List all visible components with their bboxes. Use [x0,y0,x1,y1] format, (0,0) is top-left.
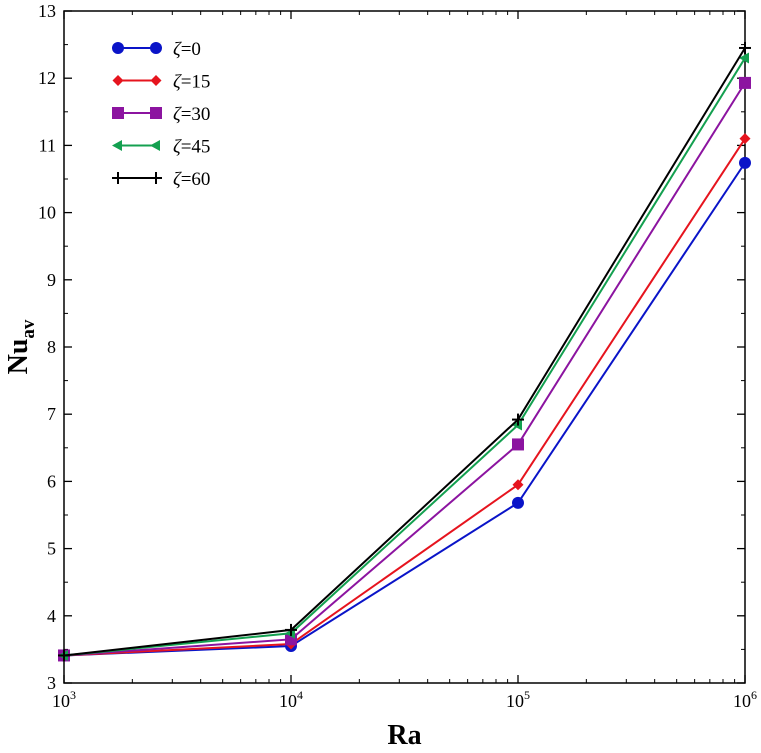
data-point-plus [512,413,524,426]
x-tick-label-base: 10 [52,691,70,711]
y-tick-label: 9 [47,270,56,290]
y-axis-title-main: Nu [3,339,34,375]
y-axis-title-subscript: av [18,319,39,339]
x-tick-label-base: 10 [506,691,524,711]
x-tick-label: 106 [733,688,757,711]
data-point-diamond [512,479,524,491]
legend-marker [112,107,124,119]
legend-label-value: =60 [181,169,211,190]
y-tick-label: 3 [47,673,56,693]
x-tick-label: 105 [506,688,530,711]
legend-item: ζ=60 [112,169,210,190]
x-tick-label-exponent: 6 [751,688,757,702]
x-axis-title: Ra [387,720,421,751]
legend-label-value: =45 [181,137,211,158]
series-line [63,138,746,657]
series-4 [58,41,751,662]
data-point-triangle [739,52,749,64]
legend-marker [112,75,124,86]
data-point-circle [512,496,524,509]
legend-marker [150,42,162,54]
series-line [63,47,746,657]
legend-marker [150,172,162,184]
x-tick-label-base: 10 [279,691,297,711]
series-line [63,162,746,657]
y-tick-label: 12 [38,68,56,88]
y-tick-label: 5 [47,539,56,559]
series-line [63,82,746,657]
legend-label-value: =0 [181,39,201,60]
y-tick-label: 8 [47,337,56,357]
legend-item: ζ=30 [112,104,210,125]
data-point-diamond [739,133,751,145]
legend-label: ζ=0 [173,39,201,60]
legend-label-symbol: ζ [173,72,182,93]
data-point-plus [58,649,70,662]
legend-label-symbol: ζ [173,104,182,125]
legend-label-value: =30 [181,104,211,125]
y-tick-label: 7 [47,404,56,424]
series-0 [58,156,751,662]
legend-label: ζ=45 [173,137,210,158]
legend-marker [150,140,160,151]
legend-marker [150,75,162,86]
x-tick-label: 103 [52,688,76,711]
tick-layer [63,10,746,684]
y-tick-label: 4 [47,606,56,626]
x-tick-label-base: 10 [733,691,751,711]
y-tick-label: 10 [38,203,56,223]
x-tick-label-exponent: 3 [70,688,76,702]
series-line [63,57,746,657]
series-layer [58,41,751,662]
x-tick-label: 104 [279,688,303,711]
legend-label: ζ=60 [173,169,210,190]
legend-label-value: =15 [181,72,211,93]
legend-label-symbol: ζ [173,39,182,60]
y-tick-label: 6 [47,471,56,491]
legend-marker [112,172,124,184]
legend-marker [150,107,162,119]
x-tick-label-exponent: 4 [297,688,303,702]
legend-label: ζ=15 [173,72,210,93]
y-tick-label: 13 [38,1,56,21]
y-axis-title: Nuav [3,319,39,374]
legend: ζ=0ζ=15ζ=30ζ=45ζ=60 [112,39,210,190]
data-point-square [512,438,524,451]
series-1 [58,133,751,661]
data-point-plus [739,41,751,54]
data-point-circle [739,156,751,169]
legend-item: ζ=45 [112,137,210,158]
legend-marker [112,140,122,151]
legend-item: ζ=15 [112,72,210,93]
x-tick-label-exponent: 5 [524,688,530,702]
legend-label: ζ=30 [173,104,210,125]
legend-item: ζ=0 [112,39,201,60]
plot-frame [63,10,746,684]
legend-label-symbol: ζ [173,137,182,158]
y-tick-label: 11 [39,135,56,155]
series-3 [58,52,749,661]
data-point-plus [285,623,297,636]
legend-label-symbol: ζ [173,169,182,190]
legend-marker [112,42,124,54]
data-point-square [739,76,751,89]
